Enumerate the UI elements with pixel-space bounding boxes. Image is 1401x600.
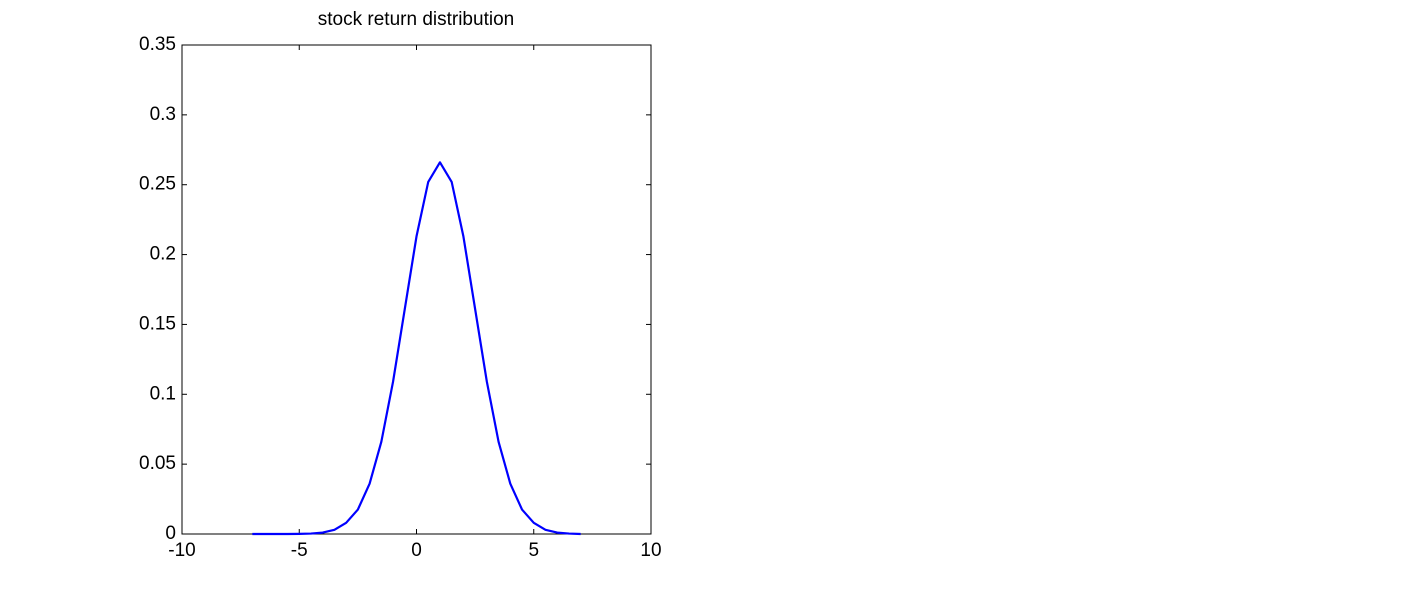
x-tick-label: 10 [640, 540, 661, 561]
y-tick-label: 0.35 [139, 34, 176, 55]
y-tick-label: 0.3 [150, 104, 176, 125]
y-tick-label: 0.2 [150, 244, 176, 265]
chart-title: stock return distribution [318, 9, 514, 30]
y-tick-label: 0.15 [139, 313, 176, 334]
x-tick-label: -5 [291, 540, 308, 561]
y-tick-label: 0.05 [139, 453, 176, 474]
y-tick-label: 0 [165, 523, 176, 544]
x-tick-label: 5 [528, 540, 539, 561]
y-tick-label: 0.25 [139, 174, 176, 195]
x-tick-label: 0 [411, 540, 422, 561]
y-tick-label: 0.1 [150, 383, 176, 404]
line [252, 161, 581, 536]
x-tick-label: -10 [168, 540, 195, 561]
